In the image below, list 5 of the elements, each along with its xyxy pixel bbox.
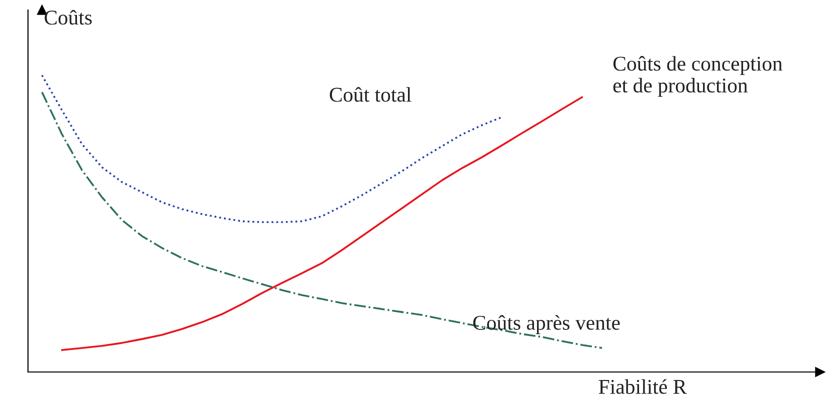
x-axis-title: Fiabilité R bbox=[598, 379, 687, 394]
series-label: Coûts après vente bbox=[473, 315, 620, 334]
text: Coût total bbox=[330, 87, 412, 102]
y-axis-title: Coûts bbox=[44, 10, 92, 25]
series-label: Coûts de conception et de production bbox=[613, 56, 782, 97]
